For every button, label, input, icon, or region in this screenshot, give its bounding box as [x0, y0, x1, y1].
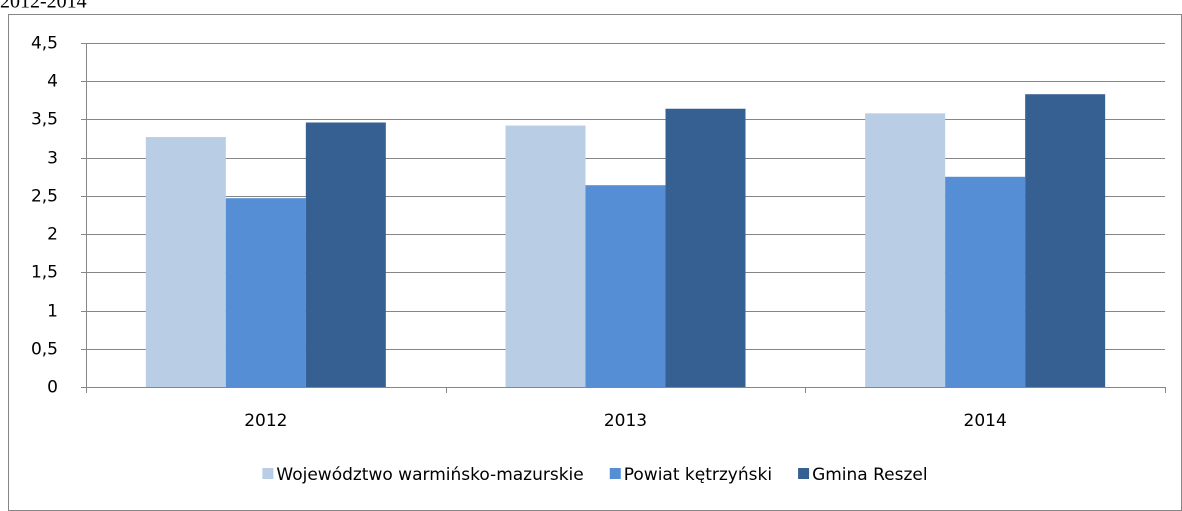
bar — [505, 125, 586, 387]
legend-label: Powiat kętrzyński — [624, 465, 772, 485]
bar — [865, 113, 946, 387]
bar — [225, 198, 306, 387]
y-tick-label: 4,5 — [31, 34, 58, 54]
chart-title: 2012-2014 — [0, 0, 87, 13]
y-tick-label: 3 — [47, 149, 58, 169]
bar — [665, 108, 746, 388]
bar — [145, 137, 226, 387]
y-tick-label: 4 — [47, 72, 58, 92]
y-tick-label: 1 — [47, 302, 58, 322]
legend-swatch — [798, 468, 810, 479]
bar — [945, 176, 1026, 387]
legend-label: Gmina Reszel — [812, 465, 928, 485]
bar — [585, 185, 666, 387]
legend-swatch — [609, 468, 621, 479]
y-tick-label: 1,5 — [31, 263, 58, 283]
y-tick-label: 3,5 — [31, 110, 58, 130]
legend-swatch — [262, 468, 274, 479]
y-tick-label: 2 — [47, 225, 58, 245]
x-tick-label: 2012 — [244, 411, 287, 431]
y-tick-label: 0,5 — [31, 340, 58, 360]
bar — [305, 122, 386, 387]
legend-label: Województwo warmińsko-mazurskie — [276, 465, 583, 485]
x-tick-label: 2014 — [964, 411, 1007, 431]
x-tick-label: 2013 — [604, 411, 647, 431]
y-tick-label: 0 — [47, 378, 58, 398]
y-tick-label: 2,5 — [31, 187, 58, 207]
bar — [1025, 94, 1106, 388]
